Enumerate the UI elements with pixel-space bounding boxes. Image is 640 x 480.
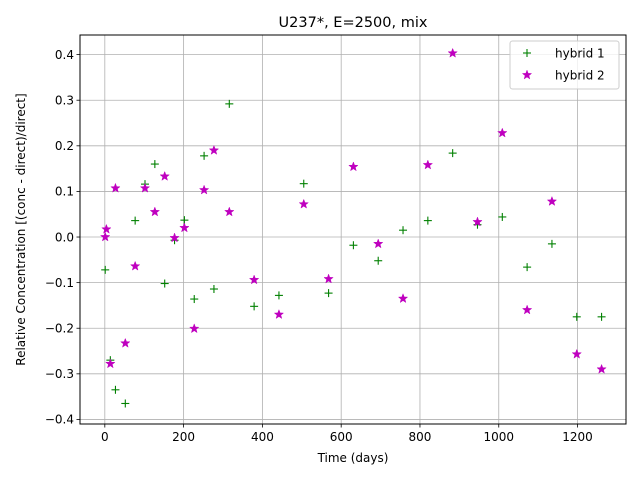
x-tick-label: 800 (409, 430, 432, 444)
data-point (323, 273, 334, 284)
data-point (99, 231, 111, 242)
data-point (372, 238, 384, 249)
data-point (521, 304, 533, 315)
legend-label: hybrid 2 (555, 68, 605, 82)
legend-label: hybrid 1 (555, 46, 605, 60)
data-point (399, 226, 408, 235)
data-point (169, 232, 180, 243)
data-point (200, 151, 209, 160)
data-point (159, 170, 170, 181)
data-point (224, 206, 235, 217)
data-point (198, 184, 210, 195)
y-tick-label: 0.1 (55, 185, 74, 199)
y-tick-label: −0.4 (45, 413, 74, 427)
data-point (374, 256, 383, 265)
legend: hybrid 1 hybrid 2 (509, 40, 620, 90)
y-tick-label: −0.1 (45, 276, 74, 290)
data-point (101, 223, 112, 234)
y-tick-label: 0.2 (55, 139, 74, 153)
legend-marker (521, 69, 533, 80)
data-points (99, 47, 607, 408)
legend-entry: hybrid 2 (521, 68, 605, 82)
x-tick-label: 1200 (562, 430, 593, 444)
series-2 (99, 47, 607, 374)
data-point (349, 241, 358, 250)
data-point (101, 265, 110, 274)
data-point (131, 216, 140, 225)
data-point (149, 206, 161, 217)
x-tick-label: 600 (330, 430, 353, 444)
data-point (105, 358, 116, 369)
data-point (274, 291, 283, 300)
data-point (139, 182, 151, 193)
grid (80, 35, 626, 424)
data-point (110, 182, 121, 193)
x-tick-label: 400 (251, 430, 274, 444)
data-point (299, 179, 308, 188)
plot-frame (79, 34, 627, 425)
data-point (248, 274, 260, 285)
data-point (448, 149, 457, 158)
x-tick-label: 200 (172, 430, 195, 444)
data-point (546, 195, 558, 206)
data-point (120, 337, 131, 348)
x-axis-label: Time (days) (317, 451, 389, 465)
data-point (422, 159, 434, 170)
data-point (250, 302, 259, 311)
data-point (129, 260, 141, 271)
data-point (179, 222, 190, 233)
data-point (150, 160, 159, 169)
data-point (273, 309, 285, 320)
data-point (447, 47, 458, 58)
y-axis-label: Relative Concentration [(conc - direct)/… (14, 93, 28, 365)
data-point (298, 198, 310, 209)
y-tick-label: 0.4 (55, 48, 74, 62)
data-point (121, 399, 130, 408)
data-point (160, 279, 169, 288)
data-point (596, 363, 607, 374)
data-point (208, 144, 220, 155)
data-point (423, 216, 432, 225)
data-point (188, 323, 200, 334)
data-point (111, 385, 120, 394)
y-tick-label: 0.3 (55, 94, 74, 108)
data-point (472, 216, 483, 227)
data-point (348, 161, 359, 172)
y-tick-label: 0.0 (55, 230, 74, 244)
legend-box (509, 40, 620, 90)
data-point (209, 285, 218, 294)
data-point (571, 348, 583, 359)
data-point (497, 127, 508, 138)
data-point (324, 289, 333, 298)
legend-entry: hybrid 1 (523, 46, 605, 60)
legend-marker (523, 49, 531, 57)
data-point (190, 295, 199, 304)
data-point (498, 212, 507, 221)
y-tick-label: −0.2 (45, 322, 74, 336)
data-point (572, 312, 581, 321)
x-tick-label: 1000 (483, 430, 514, 444)
data-point (547, 239, 556, 248)
data-point (397, 293, 409, 304)
data-point (225, 99, 234, 108)
data-point (597, 312, 606, 321)
x-tick-label: 0 (101, 430, 109, 444)
y-tick-label: −0.3 (45, 367, 74, 381)
data-point (523, 263, 532, 272)
chart-title: U237*, E=2500, mix (279, 15, 428, 31)
axis-ticks: 0 200 400 600 800 1000 1200 −0.4 −0.3 −0.2 −0.1 0.0… (45, 48, 593, 444)
